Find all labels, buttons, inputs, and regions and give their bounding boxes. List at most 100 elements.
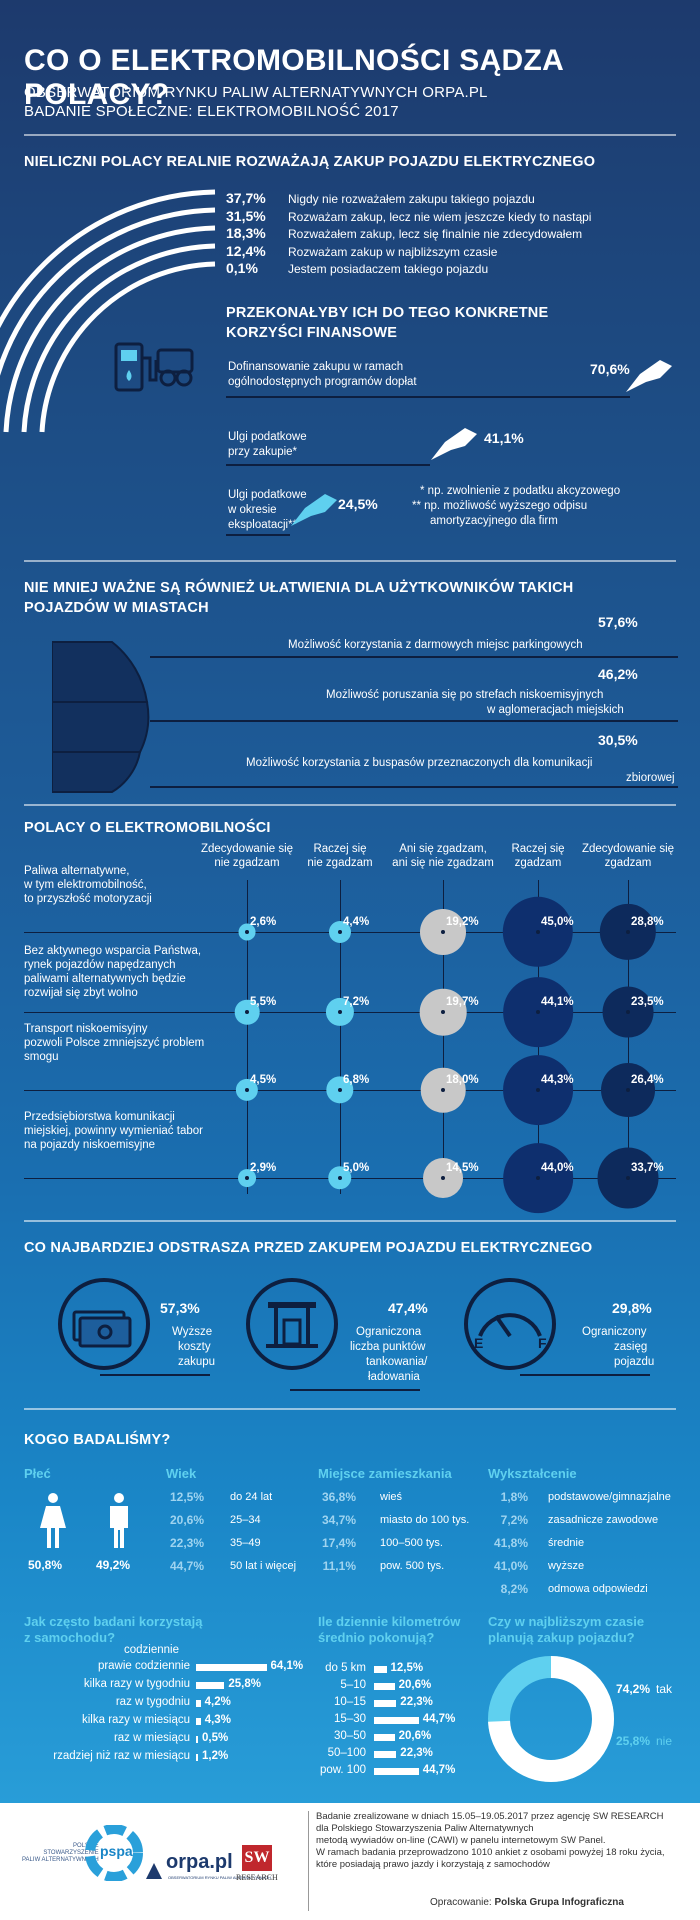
column-header-line-1: Ani się zgadzam, [399,843,487,855]
section-1-title: NIELICZNI POLACY REALNIE ROZWAŻAJĄ ZAKUP… [24,154,596,170]
column-axis [340,880,341,1194]
survey-label: do 24 lat [230,1491,273,1503]
km-bar [374,1717,419,1724]
bubble-center [441,1010,445,1014]
arc-31-5 [0,207,216,377]
finance-1-label-1: Dofinansowanie zakupu w ramach [228,361,404,373]
bubble-label: 14,5% [446,1162,479,1174]
survey-label: odmowa odpowiedzi [548,1583,648,1595]
statement-line: miejskiej, powinny wymieniać tabor [24,1125,203,1137]
bubble-label: 33,7% [631,1162,664,1174]
statement-line: to przyszłość motoryzacji [24,893,152,905]
statement-line: paliwami alternatywnych będzie [24,973,186,985]
usage-label: kilka razy w tygodniu [83,1678,190,1690]
usage-label: rzadziej niż raz w miesiącu [53,1750,190,1762]
city-3-label-1: Możliwość korzystania z buspasów przezna… [246,757,593,769]
statement-line: Transport niskoemisyjny [24,1023,148,1035]
note-2a: ** np. możliwość wyższego odpisu [412,500,588,512]
pspa-line-2: STOWARZYSZENIE [43,1850,99,1856]
survey-label: miasto do 100 tys. [380,1514,470,1526]
finance-2-pct: 41,1% [484,430,524,446]
city-quarter-circles [52,641,150,793]
survey-pct: 1,8% [500,1490,528,1504]
svg-text:E: E [474,1335,483,1351]
credit-label: Opracowanie: [430,1897,492,1908]
finance-1-pct: 70,6% [590,361,630,377]
km-pct: 12,5% [390,1662,424,1674]
plan-no-pct: 25,8% [616,1734,651,1748]
km-bar [374,1700,397,1707]
usage-top-label: codziennie [124,1644,179,1656]
column-axis [247,880,248,1194]
barrier-2-line-4: ładowania [368,1371,420,1383]
orpa-logo-sub: OBSERWATORIUM RYNKU PALIW ALTERNATYWNYCH [168,1875,271,1880]
survey-pct: 41,0% [493,1559,528,1573]
section-1-row: 12,4% Rozważam zakup w najbliższym czasie [226,243,497,259]
divider [24,804,676,806]
barrier-3-line-2: zasięg [614,1341,648,1353]
bubble-center [245,1176,249,1180]
barrier-3-pct: 29,8% [612,1300,652,1316]
bubble-label: 28,8% [631,916,664,928]
km-head-1: Ile dziennie kilometrów [318,1614,461,1629]
section-1-label: Nigdy nie rozważałem zakupu takiego poja… [288,192,535,206]
sw-logo: SW [242,1845,272,1871]
city-3-line [150,786,678,788]
wedge-parking [52,641,149,703]
survey-pct: 41,8% [493,1536,528,1550]
barrier-1-pct: 57,3% [160,1300,200,1316]
usage-pct: 4,2% [204,1696,231,1708]
footer: POLSKIE STOWARZYSZENIE PALIW ALTERNATYWN… [0,1803,700,1920]
bubble-label: 5,0% [343,1162,370,1174]
male-pct: 49,2% [96,1558,131,1572]
usage-label: raz w miesiącu [113,1732,190,1744]
survey-label: zasadnicze zawodowe [548,1514,659,1526]
bubble-center [536,1010,540,1014]
survey-title: KOGO BADALIŚMY? [24,1432,171,1448]
usage-label: raz w tygodniu [115,1696,190,1708]
finance-1-line [226,396,630,398]
column-header-line-2: ani się nie zgadzam [392,857,494,869]
bubble-label: 44,1% [541,996,574,1008]
fuel-nozzle-icon [626,360,672,392]
survey-label: 25–34 [230,1514,261,1526]
usage-bar [196,1754,198,1761]
donut-slice-yes [488,1656,614,1782]
footer-text-line: Badanie zrealizowane w dniach 15.05–19.0… [316,1811,664,1822]
fuel-station-icon [114,342,194,392]
male-icon [110,1493,128,1548]
usage-pct: 0,5% [202,1732,229,1744]
city-3-pct: 30,5% [598,732,638,748]
bubble-center [245,1088,249,1092]
bubble-label: 5,5% [250,996,277,1008]
bubble-center [245,930,249,934]
section-1-pct: 37,7% [226,190,266,206]
credit: Opracowanie: Polska Grupa Infograficzna [430,1897,624,1908]
bubble-center [536,930,540,934]
divider [24,134,676,136]
section-5-title: CO NAJBARDZIEJ ODSTRASZA PRZED ZAKUPEM P… [24,1240,593,1256]
bubble-center [338,1010,342,1014]
city-2-label-1: Możliwość poruszania się po strefach nis… [326,689,604,701]
usage-bar [196,1700,201,1707]
divider [24,560,676,562]
km-label: 30–50 [334,1730,366,1742]
barrier-3-line-3: pojazdu [614,1356,655,1368]
statement-line: na pojazdy niskoemisyjne [24,1139,156,1151]
bubble-label: 2,9% [250,1162,277,1174]
survey-label: wieś [380,1491,403,1503]
female-icon [40,1493,66,1548]
divider [24,1220,676,1222]
female-pct: 50,8% [28,1558,63,1572]
plan-no-label: nie [656,1734,673,1748]
bubble-label: 26,4% [631,1074,664,1086]
column-header: Ani się zgadzam, ani się nie zgadzam [383,842,503,870]
bubble-label: 18,0% [446,1074,479,1086]
column-header: Zdecydowanie się nie zgadzam [187,842,307,870]
bubble-center [338,930,342,934]
usage-bar [196,1718,201,1725]
survey-label: podstawowe/gimnazjalne [548,1491,671,1503]
km-pct: 44,7% [422,1764,456,1776]
finance-3-label-2: w okresie [228,504,277,516]
arc-18-3 [3,225,216,433]
